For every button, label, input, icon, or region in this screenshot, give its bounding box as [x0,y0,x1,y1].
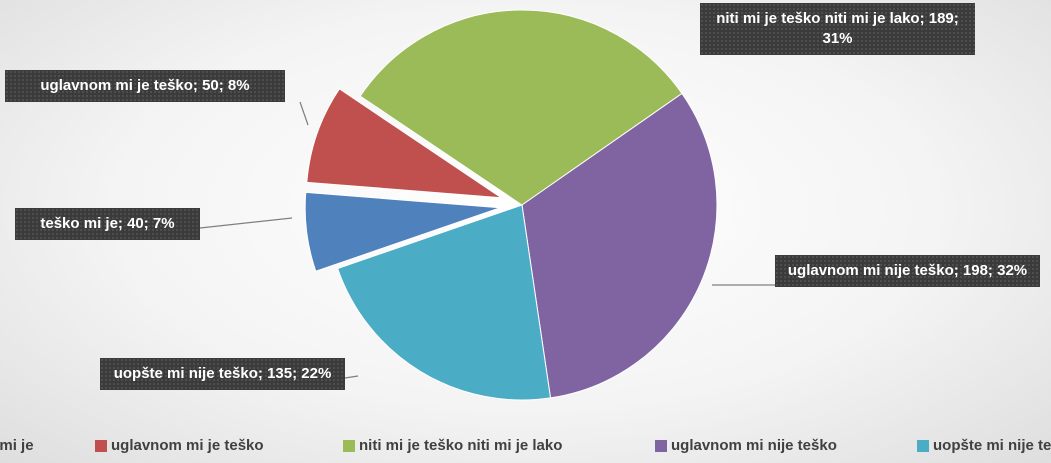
data-label: niti mi je teško niti mi je lako; 189; 3… [700,3,975,55]
legend-label: uglavnom mi nije teško [671,437,837,454]
pie-slice [304,191,501,272]
pie-slice [521,92,718,399]
pie-slice [336,204,552,401]
pie-slice [359,9,683,206]
legend-swatch [343,440,355,452]
data-label: uopšte mi nije teško; 135; 22% [100,358,345,390]
legend-swatch [655,440,667,452]
leader-line [199,217,293,229]
leader-line [299,101,309,126]
data-label: teško mi je; 40; 7% [15,208,200,240]
legend-swatch [95,440,107,452]
data-label: uglavnom mi nije teško; 198; 32% [775,255,1040,287]
leader-line [344,375,359,379]
legend-label: teško mi je [0,437,34,454]
legend-label: uglavnom mi je teško [111,437,264,454]
data-label: uglavnom mi je teško; 50; 8% [5,70,285,102]
legend-label: niti mi je teško niti mi je lako [359,437,563,454]
legend-swatch [917,440,929,452]
pie-slice [306,88,504,199]
legend-label: uopšte mi nije teško [933,437,1051,454]
